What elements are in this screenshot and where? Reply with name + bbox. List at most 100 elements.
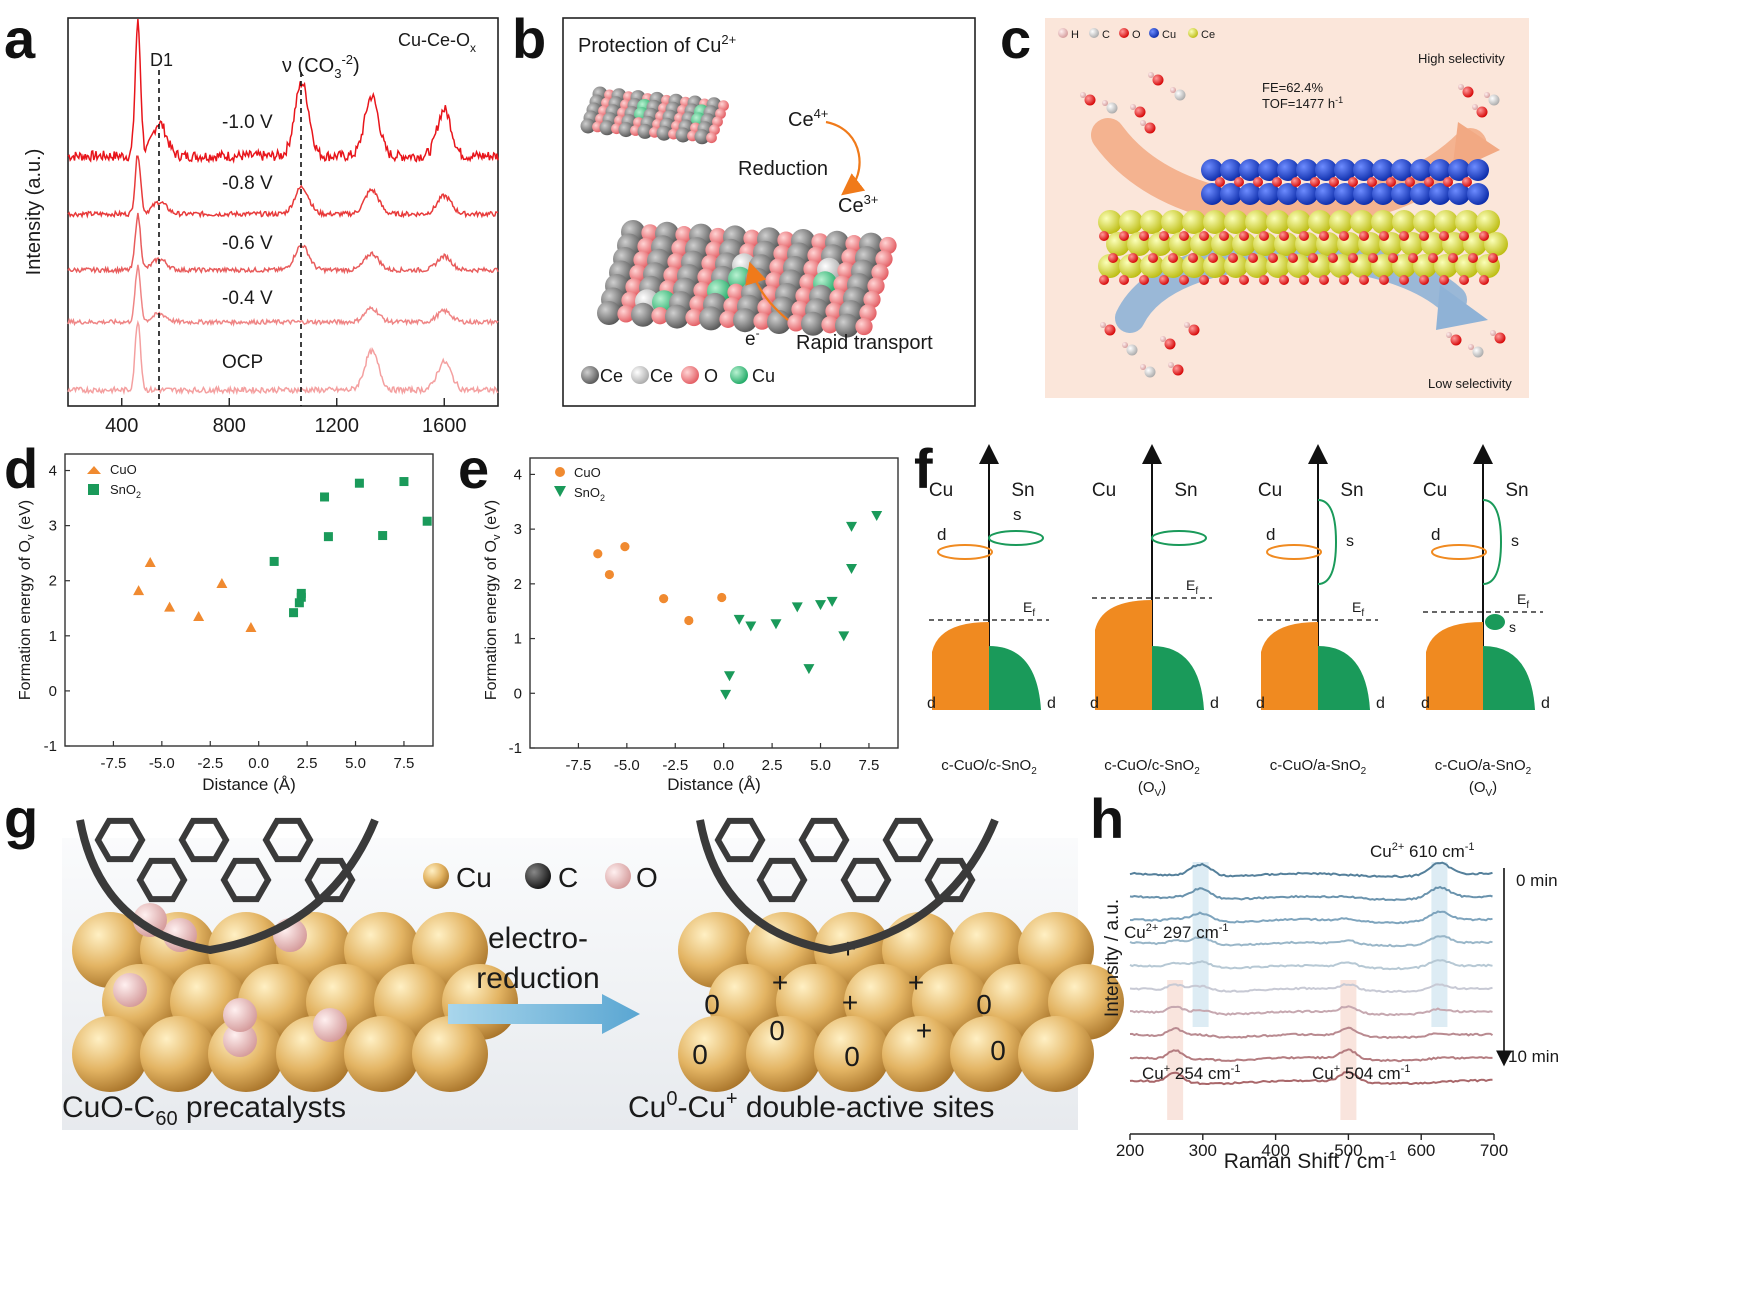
- molecule-atom: [1134, 106, 1146, 118]
- ce-atom: [1224, 210, 1248, 234]
- atom: [875, 250, 893, 268]
- o-atom: [133, 903, 167, 937]
- ytick-label: 2: [514, 576, 522, 593]
- o-atom: [1219, 275, 1229, 285]
- cu-atom: [678, 1016, 754, 1092]
- fermi-label: Ef: [1186, 577, 1198, 597]
- cu-atom: [1372, 159, 1394, 181]
- spectrum-1: [67, 19, 499, 164]
- atom: [871, 263, 889, 282]
- molecule-atom: [1126, 344, 1138, 356]
- panel-h-ylabel: Intensity / a.u.: [1102, 899, 1123, 1017]
- molecules: [1080, 72, 1506, 378]
- cage-ring: [94, 817, 146, 863]
- ce-atom: [1161, 254, 1185, 278]
- cu-atom: [1429, 183, 1451, 205]
- o-atom: [1359, 275, 1369, 285]
- s-label: s: [1013, 505, 1022, 524]
- cu-label: Cu: [929, 480, 953, 501]
- legend-ce3-ball: [631, 366, 649, 384]
- cu-atom: [1429, 159, 1451, 181]
- cu-atom: [882, 1016, 958, 1092]
- reduction-arrow: [825, 120, 866, 196]
- atom: [769, 258, 787, 276]
- legend-ce4-label: Ce: [600, 366, 623, 386]
- legend-cu-ball: [730, 366, 748, 384]
- ce-atom: [1119, 210, 1143, 234]
- h-atom: [1160, 336, 1166, 342]
- electroreduction-arrow: [448, 994, 640, 1034]
- atom: [753, 312, 771, 330]
- cu-d-band: [1261, 622, 1318, 710]
- cu-atom: [1296, 159, 1318, 181]
- cu-atom: [1467, 183, 1489, 205]
- panel-d: d -7.5 -5.0 -2.5 0.0 2.5 5.0 7.5 -1 0 1 2 3 4 CuO Sn…: [4, 437, 434, 794]
- atom: [705, 241, 723, 259]
- panel-b-frame: [562, 17, 976, 407]
- SnO2-point: [826, 596, 838, 607]
- h-atom: [1140, 120, 1146, 126]
- h-atom: [1484, 92, 1490, 98]
- atom: [835, 313, 859, 338]
- left-caption: CuO-C60 precatalysts: [62, 1091, 346, 1130]
- legend-c-ball: [1089, 28, 1099, 38]
- atom: [617, 305, 635, 323]
- o-atom: [1319, 275, 1329, 285]
- h-atom: [1168, 362, 1174, 368]
- ytick-label: 4: [514, 466, 522, 483]
- o-atom: [1148, 253, 1158, 263]
- xtick-label: 400: [1261, 1141, 1289, 1160]
- cu-atom: [1277, 159, 1299, 181]
- band-caption: c-CuO/a-SnO2: [1270, 757, 1367, 777]
- cu-atom: [1258, 159, 1280, 181]
- legend-ce-ball: [1188, 28, 1198, 38]
- legend-ce3-label: Ce: [650, 366, 673, 386]
- molecule-atom: [1488, 94, 1500, 106]
- atom: [675, 127, 691, 143]
- atom: [837, 262, 855, 280]
- xtick-label: -7.5: [565, 757, 591, 774]
- right-caption: Cu0-Cu+ double-active sites: [628, 1088, 994, 1124]
- o-atom: [1359, 231, 1369, 241]
- xtick-label: 600: [1407, 1141, 1435, 1160]
- molecule-atom: [1164, 338, 1176, 350]
- co3-label: ν (CO3-2): [282, 52, 360, 81]
- xtick-label: 1600: [422, 415, 467, 437]
- cu-atom: [1448, 159, 1470, 181]
- cu-atom: [1315, 159, 1337, 181]
- panel-a-xaxis: 400 800 1200 1600: [105, 398, 467, 437]
- fermi-sub: f: [1195, 586, 1198, 597]
- curve-label-1: -1.0 V: [222, 112, 273, 133]
- o-atom: [1379, 231, 1389, 241]
- atom: [665, 304, 689, 329]
- cu-atom: [1410, 183, 1432, 205]
- legend-o-ball: [605, 863, 631, 889]
- cu-d-orbital: [1431, 544, 1487, 560]
- sn-d-band: [1483, 646, 1535, 710]
- xtick-label: 1200: [315, 415, 360, 437]
- panel-e-frame: [529, 457, 899, 749]
- SnO2-point: [354, 478, 364, 488]
- SnO2-point: [838, 631, 850, 642]
- legend-o-label: O: [704, 366, 718, 386]
- band-diagrams: Cu Sn Ef d s d d c-CuO/c-SnO2 Cu Sn Ef d d c-CuO/c-Sn…: [927, 444, 1550, 799]
- ytick-label: 4: [49, 463, 57, 480]
- low-selectivity-label: Low selectivity: [1428, 376, 1512, 391]
- sn-label: Sn: [1011, 480, 1034, 501]
- cu-atom: [1372, 183, 1394, 205]
- cage-ring: [220, 857, 272, 903]
- cage-ring: [924, 857, 976, 903]
- ce-atom: [1455, 210, 1479, 234]
- molecule-atom: [1144, 366, 1156, 378]
- curve-label-2: -0.8 V: [222, 173, 273, 194]
- atom: [671, 239, 689, 257]
- atom: [689, 295, 707, 313]
- o-atom: [1462, 177, 1472, 187]
- xtick-label: 2.5: [762, 757, 783, 774]
- ce-atom: [1287, 210, 1311, 234]
- panel-h-xlabel: Raman Shift / cm-1: [1224, 1148, 1397, 1173]
- atom: [777, 231, 795, 249]
- SnO2-point: [294, 598, 304, 608]
- band-caption: c-CuO/c-SnO2: [941, 757, 1037, 777]
- CuO-point: [164, 601, 176, 612]
